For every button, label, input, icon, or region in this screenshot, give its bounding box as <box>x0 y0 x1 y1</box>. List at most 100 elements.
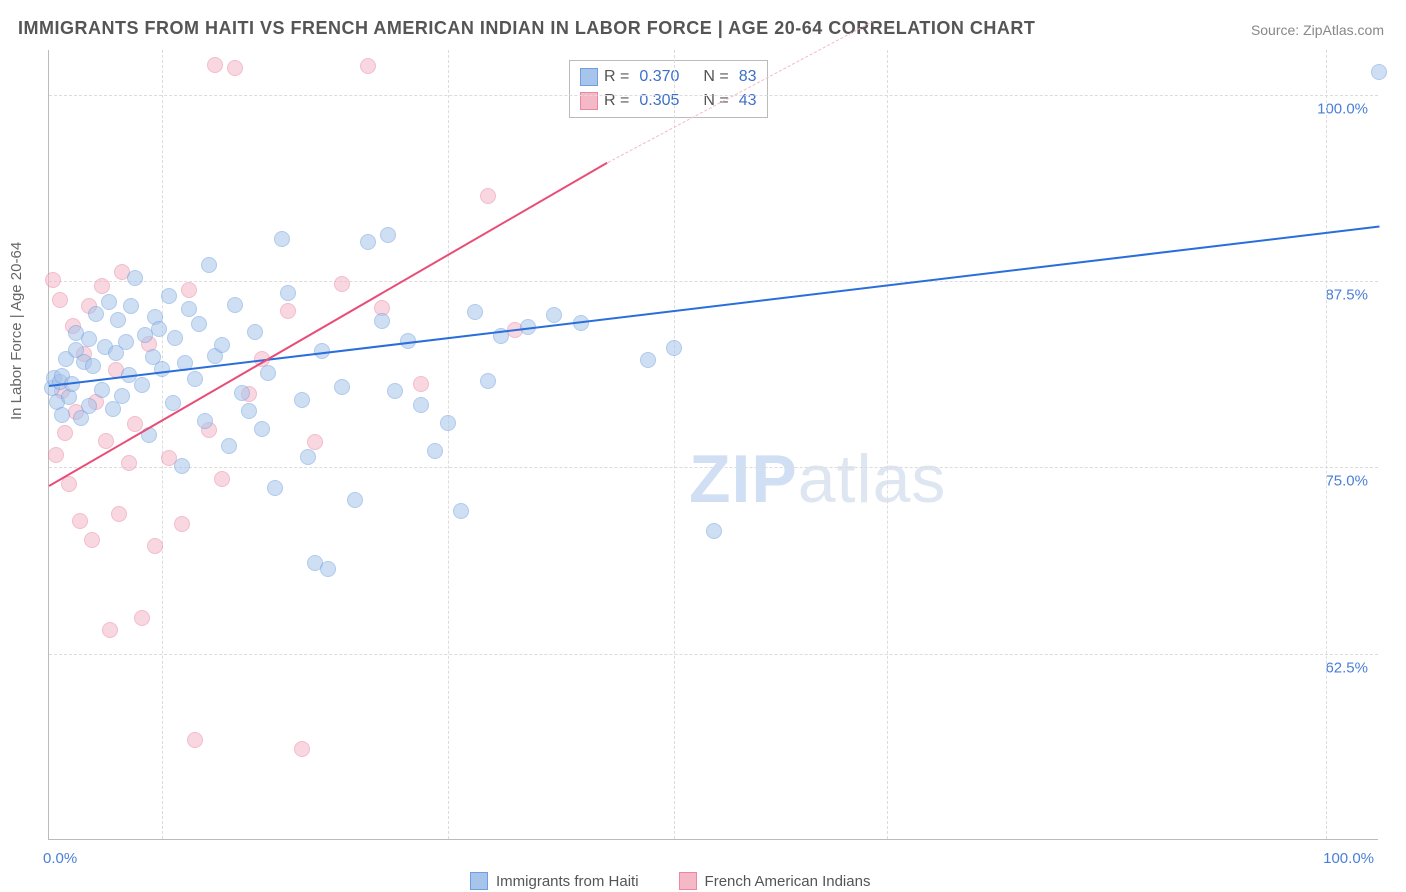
scatter-point <box>274 231 290 247</box>
scatter-point <box>181 301 197 317</box>
scatter-point <box>98 433 114 449</box>
gridline-horizontal <box>49 654 1378 655</box>
scatter-point <box>374 313 390 329</box>
y-tick-label: 100.0% <box>1317 100 1368 117</box>
scatter-point <box>121 455 137 471</box>
scatter-point <box>280 303 296 319</box>
legend-r-label: R = <box>604 65 629 89</box>
gridline-vertical <box>1326 50 1327 839</box>
source-attribution: Source: ZipAtlas.com <box>1251 22 1384 38</box>
scatter-point <box>413 376 429 392</box>
legend-row: R =0.370N =83 <box>580 65 757 89</box>
gridline-horizontal <box>49 95 1378 96</box>
scatter-point <box>134 377 150 393</box>
watermark: ZIPatlas <box>689 440 946 518</box>
scatter-point <box>167 330 183 346</box>
scatter-point <box>123 298 139 314</box>
scatter-point <box>546 307 562 323</box>
legend-row: R =0.305N =43 <box>580 89 757 113</box>
series-legend: Immigrants from Haiti French American Ind… <box>470 872 870 890</box>
watermark-atlas: atlas <box>798 441 947 517</box>
legend-swatch <box>679 872 697 890</box>
scatter-point <box>307 434 323 450</box>
legend-r-label: R = <box>604 89 629 113</box>
scatter-point <box>227 297 243 313</box>
chart-title: IMMIGRANTS FROM HAITI VS FRENCH AMERICAN… <box>18 18 1035 39</box>
plot-area: ZIPatlas R =0.370N =83R =0.305N =43 62.5… <box>48 50 1378 840</box>
scatter-point <box>467 304 483 320</box>
scatter-point <box>221 438 237 454</box>
scatter-point <box>640 352 656 368</box>
gridline-horizontal <box>49 281 1378 282</box>
scatter-point <box>191 316 207 332</box>
scatter-point <box>334 379 350 395</box>
scatter-point <box>480 373 496 389</box>
scatter-point <box>161 288 177 304</box>
scatter-point <box>105 401 121 417</box>
scatter-point <box>207 57 223 73</box>
scatter-point <box>154 361 170 377</box>
scatter-point <box>187 371 203 387</box>
scatter-point <box>94 278 110 294</box>
scatter-point <box>360 234 376 250</box>
scatter-point <box>413 397 429 413</box>
gridline-vertical <box>448 50 449 839</box>
gridline-vertical <box>162 50 163 839</box>
scatter-point <box>347 492 363 508</box>
scatter-point <box>227 60 243 76</box>
scatter-point <box>440 415 456 431</box>
scatter-point <box>94 382 110 398</box>
scatter-point <box>320 561 336 577</box>
scatter-point <box>147 538 163 554</box>
bottom-legend-label: French American Indians <box>705 873 871 890</box>
gridline-vertical <box>887 50 888 839</box>
scatter-point <box>52 292 68 308</box>
scatter-point <box>387 383 403 399</box>
x-tick-label: 100.0% <box>1323 850 1374 867</box>
scatter-point <box>300 449 316 465</box>
legend-n-label: N = <box>703 65 728 89</box>
scatter-point <box>241 403 257 419</box>
scatter-point <box>453 503 469 519</box>
y-axis-label: In Labor Force | Age 20-64 <box>8 242 25 420</box>
scatter-point <box>706 523 722 539</box>
scatter-point <box>260 365 276 381</box>
scatter-point <box>334 276 350 292</box>
scatter-point <box>1371 64 1387 80</box>
scatter-point <box>54 407 70 423</box>
legend-swatch <box>580 68 598 86</box>
legend-swatch <box>470 872 488 890</box>
scatter-point <box>110 312 126 328</box>
scatter-point <box>84 532 100 548</box>
scatter-point <box>360 58 376 74</box>
scatter-point <box>81 398 97 414</box>
scatter-point <box>72 513 88 529</box>
scatter-point <box>174 458 190 474</box>
scatter-point <box>234 385 250 401</box>
scatter-point <box>267 480 283 496</box>
scatter-point <box>57 425 73 441</box>
bottom-legend-label: Immigrants from Haiti <box>496 873 639 890</box>
scatter-point <box>181 282 197 298</box>
y-tick-label: 62.5% <box>1325 659 1368 676</box>
scatter-point <box>85 358 101 374</box>
correlation-legend: R =0.370N =83R =0.305N =43 <box>569 60 768 118</box>
scatter-point <box>427 443 443 459</box>
scatter-point <box>380 227 396 243</box>
scatter-point <box>214 471 230 487</box>
scatter-point <box>137 327 153 343</box>
scatter-point <box>111 506 127 522</box>
scatter-point <box>187 732 203 748</box>
scatter-point <box>201 257 217 273</box>
scatter-point <box>134 610 150 626</box>
scatter-point <box>45 272 61 288</box>
scatter-point <box>280 285 296 301</box>
scatter-point <box>81 331 97 347</box>
scatter-point <box>88 306 104 322</box>
scatter-point <box>174 516 190 532</box>
scatter-point <box>294 741 310 757</box>
scatter-point <box>254 421 270 437</box>
scatter-point <box>127 270 143 286</box>
scatter-point <box>118 334 134 350</box>
watermark-zip: ZIP <box>689 441 798 517</box>
